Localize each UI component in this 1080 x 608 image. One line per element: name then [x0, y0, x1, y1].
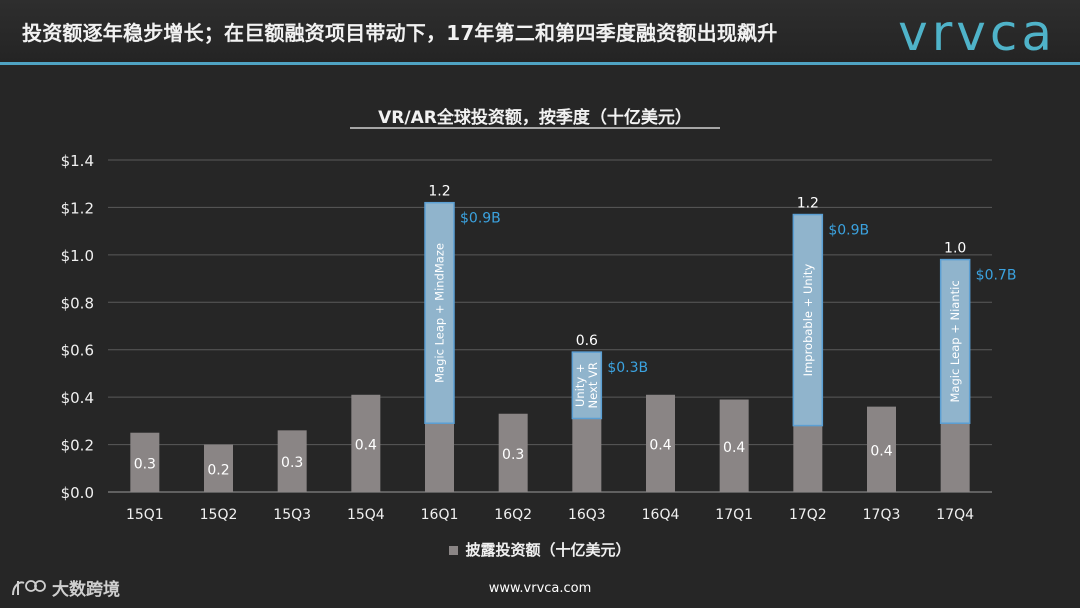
bar-value-label: 0.4: [723, 440, 745, 456]
x-tick-label: 17Q2: [789, 507, 827, 523]
investment-bar-chart: VR/AR全球投资额，按季度（十亿美元） $0.0$0.2$0.4$0.6$0.…: [61, 107, 1017, 523]
mega-deal-name-label: Improbable + Unity: [801, 264, 815, 377]
y-tick-label: $1.2: [61, 199, 94, 217]
legend-swatch: [449, 546, 459, 555]
watermark-logo-icon: [12, 579, 46, 595]
x-tick-label: 15Q2: [200, 507, 238, 523]
mega-deal-name-label: Unity +: [573, 364, 587, 408]
y-tick-label: $1.0: [61, 247, 94, 265]
y-tick-label: $0.6: [61, 342, 94, 360]
total-value-label: 1.2: [797, 196, 819, 212]
bar-value-label: 0.4: [355, 437, 377, 453]
bar-17Q3: [867, 406, 896, 492]
bar-15Q2: [204, 444, 233, 492]
mega-deal-bar-16Q1: [424, 201, 455, 424]
mega-deal-bar-17Q2: [792, 213, 824, 427]
bar-value-label: 0.3: [281, 455, 303, 471]
page-headline: 投资额逐年稳步增长；在巨额融资项目带动下，17年第二和第四季度融资额出现飙升: [22, 21, 778, 45]
mega-deal-name-label: Magic Leap + Niantic: [948, 280, 962, 402]
x-tick-label: 15Q4: [347, 507, 385, 523]
total-value-label: 1.0: [944, 241, 966, 257]
bar-value-label: 0.3: [134, 456, 156, 472]
y-tick-label: $0.8: [61, 294, 94, 312]
x-tick-label: 15Q1: [126, 507, 164, 523]
y-tick-label: $0.0: [61, 484, 94, 502]
bar-15Q4: [351, 394, 381, 492]
bar-16Q2: [498, 413, 528, 492]
footer-url: www.vrvca.com: [488, 581, 592, 596]
x-axis: 15Q1 15Q2 15Q3 15Q4 16Q1 16Q2 16Q3 16Q4 17Q1 17Q2…: [126, 507, 974, 523]
y-tick-label: $1.4: [61, 152, 94, 170]
header-rule: [0, 62, 1080, 65]
mega-deal-amount-label: $0.7B: [976, 268, 1017, 284]
bars: 0.3 0.2 0.3 0.4 0.3 0.4 0.4 0.4 1.2 $0.9B Magic Le…: [130, 184, 1016, 492]
bar-16Q4: [646, 394, 675, 492]
x-tick-label: 17Q3: [863, 507, 901, 523]
mega-deal-name-label: Magic Leap + MindMaze: [433, 243, 447, 383]
bar-17Q2: [793, 425, 823, 492]
bar-16Q1: [425, 423, 454, 492]
bar-value-label: 0.3: [502, 447, 524, 463]
y-tick-label: $0.4: [61, 389, 94, 407]
y-tick-label: $0.2: [61, 437, 94, 455]
x-tick-label: 17Q1: [715, 507, 753, 523]
bar-15Q3: [277, 430, 307, 492]
bar-17Q1: [719, 399, 749, 492]
bar-value-label: 0.2: [207, 462, 229, 478]
mega-deal-bar-16Q3: [571, 351, 603, 420]
chart-legend: 披露投资额（十亿美元）: [0, 539, 1080, 560]
mega-deal-name-label: Next VR: [586, 362, 600, 408]
total-value-label: 0.6: [576, 333, 598, 349]
gridlines: [108, 159, 992, 493]
bar-15Q1: [130, 432, 160, 492]
bar-16Q3: [572, 418, 602, 492]
bar-value-label: 0.4: [870, 443, 892, 459]
x-tick-label: 16Q4: [642, 507, 680, 523]
mega-deal-amount-label: $0.3B: [607, 360, 648, 376]
header-bar: 投资额逐年稳步增长；在巨额融资项目带动下，17年第二和第四季度融资额出现飙升 v…: [0, 0, 1080, 62]
mega-deal-bar-17Q4: [939, 258, 971, 424]
x-tick-label: 15Q3: [273, 507, 311, 523]
mega-deal-amount-label: $0.9B: [828, 223, 869, 239]
bar-value-label: 0.4: [649, 437, 671, 453]
vrvca-logo: vrvca: [898, 4, 1056, 62]
mega-deal-amount-label: $0.9B: [460, 211, 501, 227]
watermark-text: 大数跨境: [52, 580, 120, 600]
bar-17Q4: [940, 423, 970, 492]
x-tick-label: 16Q3: [568, 507, 606, 523]
y-axis: $0.0 $0.2 $0.4 $0.6 $0.8 $1.0 $1.2 $1.4: [61, 152, 94, 502]
legend-label: 披露投资额（十亿美元）: [465, 541, 631, 559]
x-tick-label: 16Q2: [494, 507, 532, 523]
x-tick-label: 17Q4: [936, 507, 974, 523]
total-value-label: 1.2: [428, 184, 450, 200]
x-tick-label: 16Q1: [421, 507, 459, 523]
chart-title: VR/AR全球投资额，按季度（十亿美元）: [378, 107, 692, 128]
watermark: 大数跨境: [10, 575, 120, 600]
